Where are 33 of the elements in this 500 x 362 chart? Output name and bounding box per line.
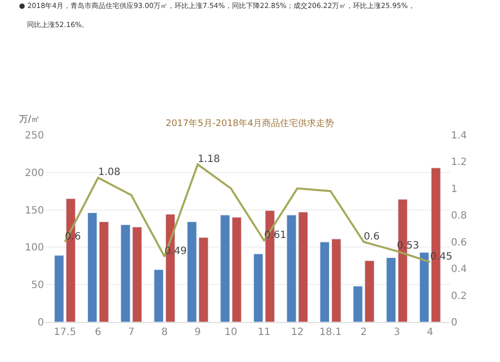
x-tick-label: 4 (426, 327, 434, 338)
y2-tick-label: 1.4 (451, 130, 467, 142)
data-label: 0.6 (364, 231, 380, 242)
x-tick-label: 6 (94, 327, 102, 338)
chart-title: 2017年5月-2018年4月商品住宅供求走势 (166, 118, 334, 130)
y2-tick-label: 0.6 (451, 237, 467, 248)
x-tick-label: 18.1 (319, 327, 342, 338)
line-series (64, 163, 432, 263)
x-tick-label: 12 (290, 327, 304, 338)
data-label: 1.08 (98, 167, 120, 178)
y2-tick-label: 0 (451, 318, 458, 328)
y-axis-title: 万/㎡ (19, 115, 40, 125)
y2-tick-label: 1.2 (451, 157, 467, 168)
y2-tick-label: 1 (451, 184, 458, 195)
x-tick-label: 17.5 (54, 327, 76, 338)
y-tick-label: 150 (24, 205, 44, 216)
x-tick-label: 2 (360, 327, 367, 338)
y-tick-label: 0 (38, 318, 44, 328)
data-label: 1.18 (198, 154, 220, 165)
y-tick-label: 250 (24, 130, 44, 142)
x-tick-label: 10 (224, 327, 238, 338)
x-tick-label: 3 (394, 327, 400, 338)
y2-tick-label: 0.8 (451, 210, 467, 222)
x-tick-label: 7 (128, 327, 134, 338)
x-tick-label: 11 (258, 327, 270, 338)
y-tick-label: 50 (31, 280, 44, 292)
x-tick-label: 8 (161, 327, 168, 338)
x-tick-label: 9 (194, 327, 201, 338)
y2-tick-label: 0.2 (451, 290, 467, 302)
y-tick-label: 100 (24, 242, 44, 254)
y2-tick-label: 0.4 (451, 264, 467, 276)
y-tick-label: 200 (24, 168, 44, 179)
data-label: 0.6 (64, 231, 81, 242)
